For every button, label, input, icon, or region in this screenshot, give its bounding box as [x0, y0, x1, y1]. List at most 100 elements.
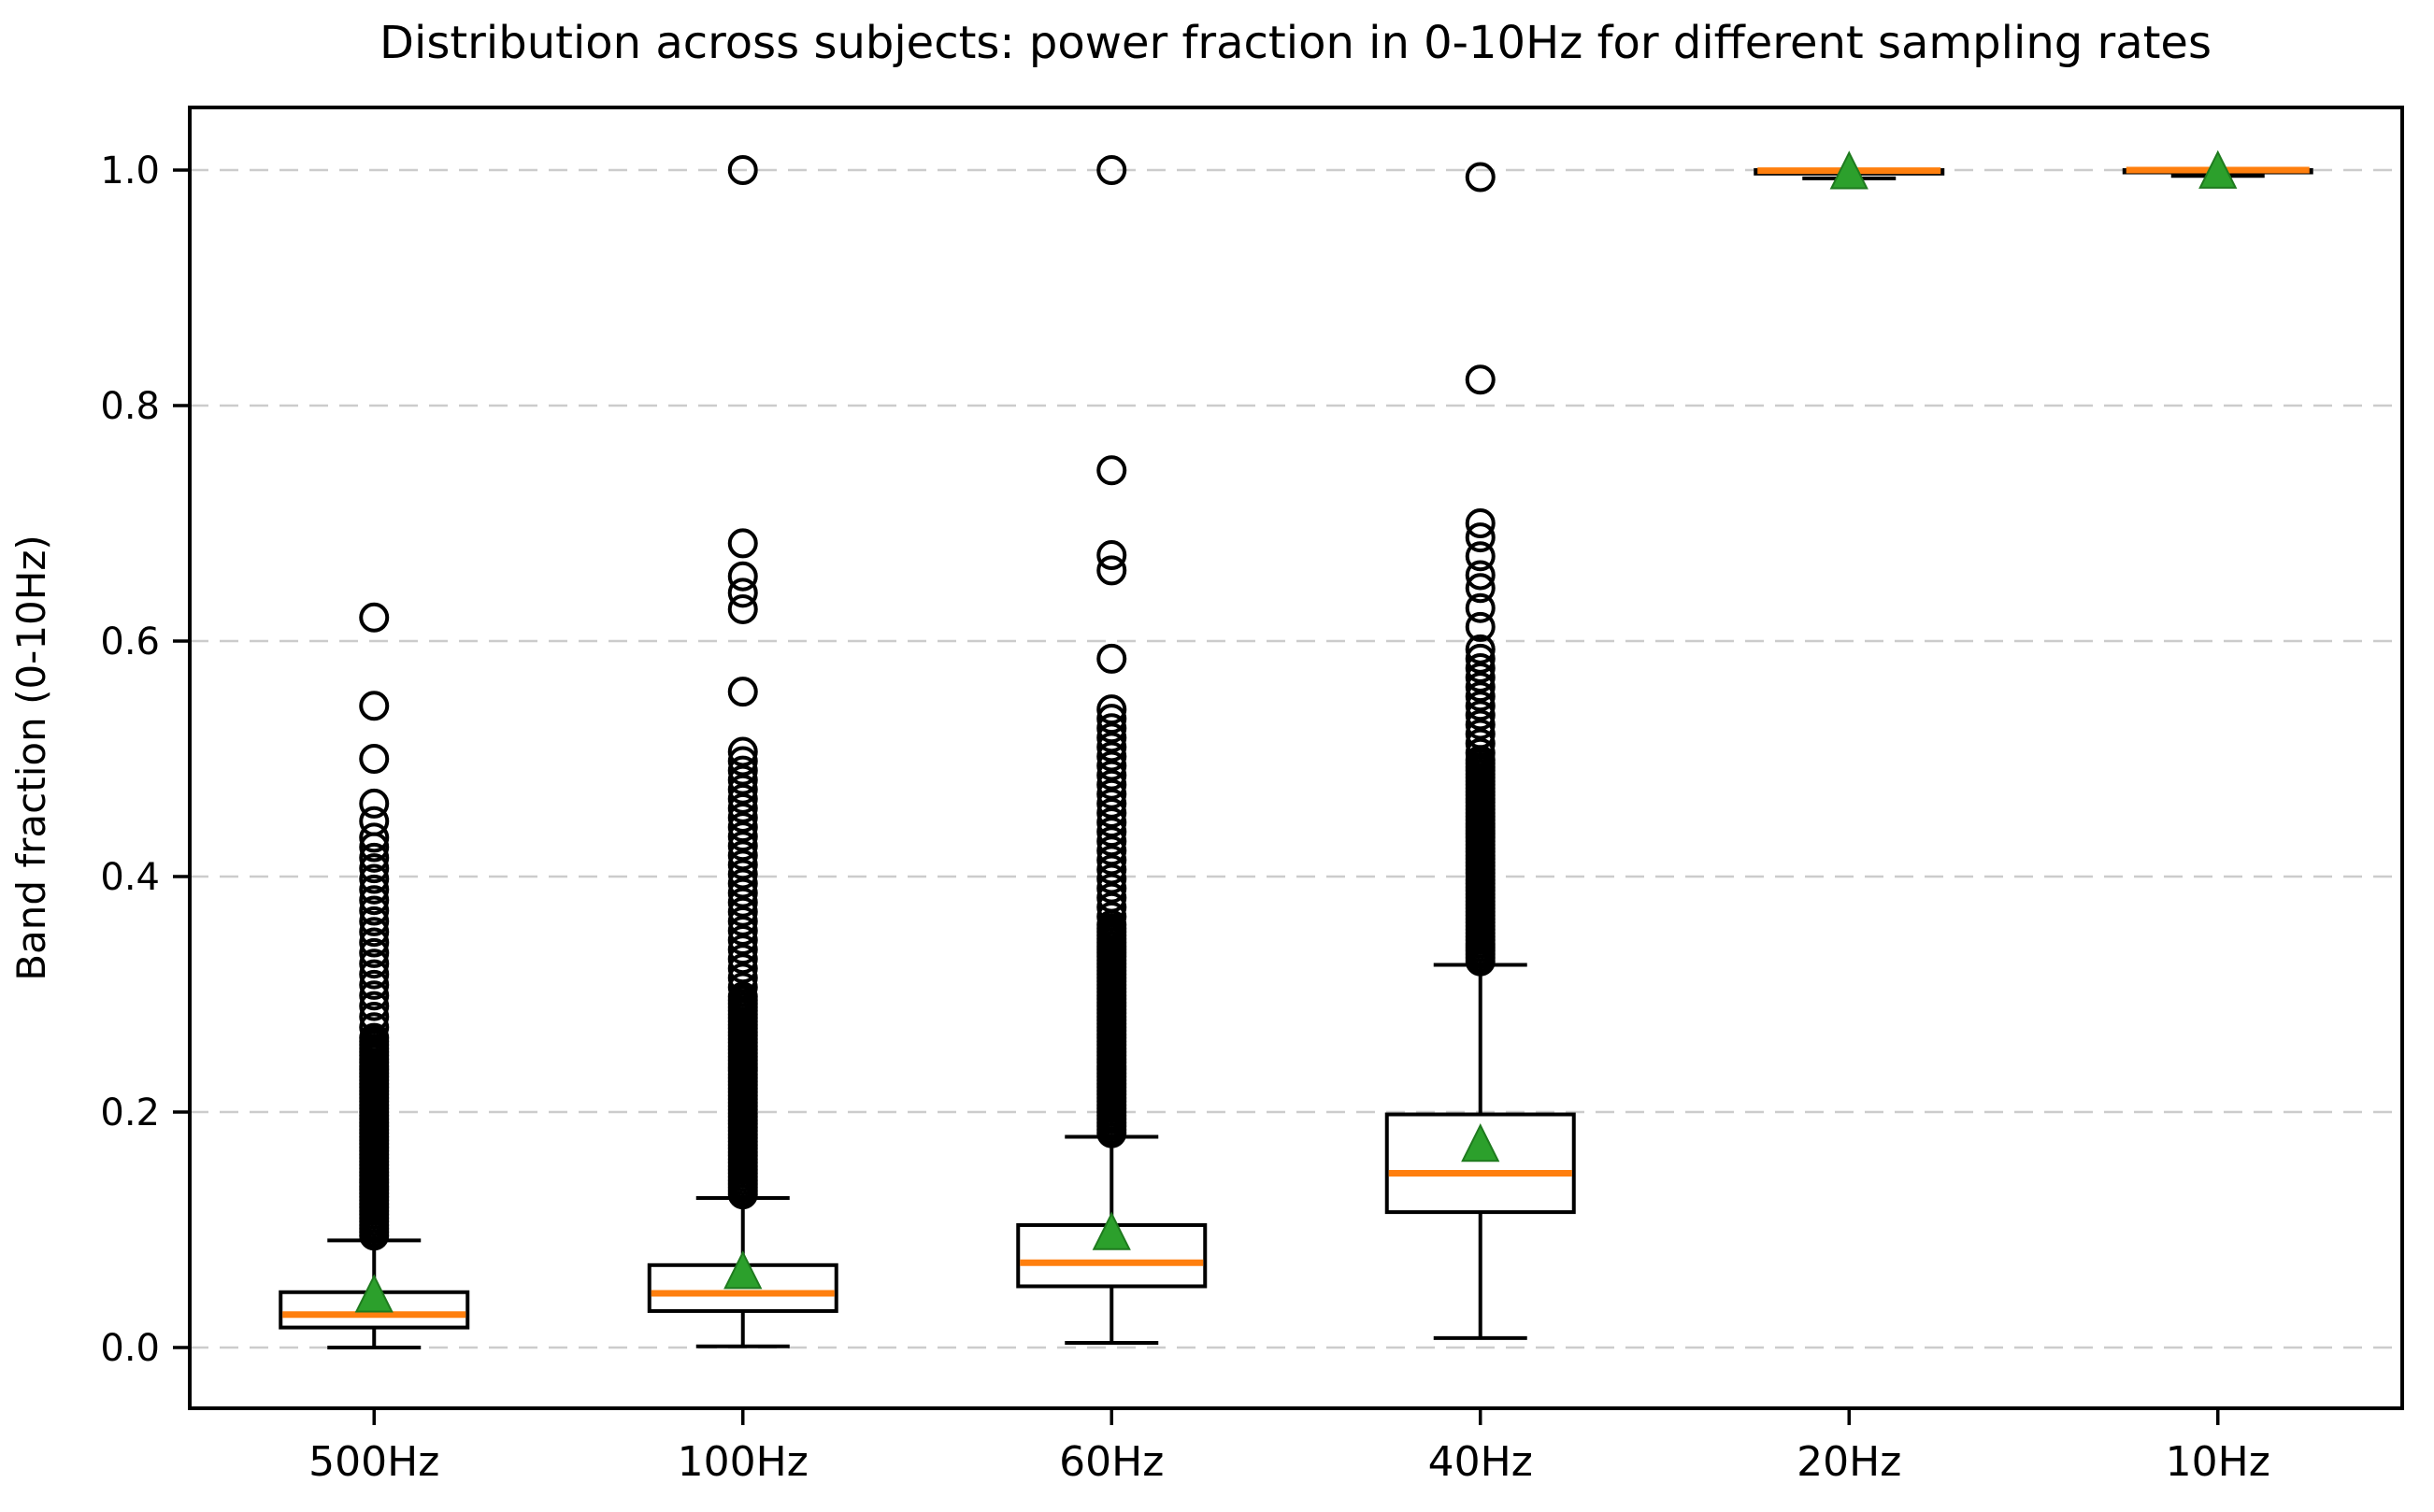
flier-point: [359, 980, 390, 1011]
flier-point: [1096, 835, 1127, 866]
flier-point: [359, 788, 390, 819]
flier-point: [1096, 778, 1127, 809]
flier-point: [1465, 541, 1496, 572]
flier-point: [727, 887, 758, 918]
flier-point: [727, 736, 758, 767]
flier-point: [1465, 700, 1496, 731]
flier-point: [1096, 769, 1127, 800]
flier-point: [359, 853, 390, 884]
flier-point: [727, 578, 758, 608]
flier-point: [727, 877, 758, 908]
flier-point: [1465, 364, 1496, 395]
flier-point: [1096, 643, 1127, 674]
flier-point: [1096, 704, 1127, 735]
flier-point: [727, 915, 758, 946]
flier-point: [727, 849, 758, 880]
flier-point: [359, 991, 390, 1021]
flier-point: [727, 981, 758, 1012]
flier-point: [727, 803, 758, 833]
flier-point: [727, 528, 758, 559]
flier-point: [1096, 797, 1127, 828]
flier-point: [1465, 737, 1496, 768]
flier-point: [1465, 592, 1496, 623]
ytick-label-0.2: 0.2: [100, 1091, 160, 1134]
flier-point: [359, 885, 390, 916]
flier-point: [727, 944, 758, 975]
ytick-label-0.4: 0.4: [100, 856, 160, 899]
mean-marker-10Hz: [2198, 150, 2238, 189]
flier-point: [1096, 455, 1127, 486]
flier-point: [727, 821, 758, 852]
flier-point: [359, 1012, 390, 1043]
flier-point: [1096, 732, 1127, 763]
flier-point: [727, 953, 758, 984]
ytick-label-0.6: 0.6: [100, 620, 160, 663]
flier-point: [727, 774, 758, 805]
flier-point: [1096, 555, 1127, 586]
boxes-layer: [279, 150, 2313, 1349]
flier-point: [359, 874, 390, 905]
flier-point: [359, 927, 390, 958]
flier-point: [1096, 155, 1127, 185]
flier-point: [359, 691, 390, 721]
flier-point: [727, 934, 758, 965]
flier-point: [359, 806, 390, 836]
xtick-label-10Hz: 10Hz: [2166, 1438, 2270, 1486]
xtick-label-60Hz: 60Hz: [1059, 1438, 1164, 1486]
flier-point: [727, 840, 758, 871]
flier-point: [1096, 845, 1127, 876]
flier-point: [359, 937, 390, 968]
flier-point: [359, 1001, 390, 1032]
box-group-40Hz: [1384, 162, 1576, 1340]
flier-point: [1096, 817, 1127, 848]
flier-point: [1096, 892, 1127, 922]
flier-point: [727, 925, 758, 956]
box-group-500Hz: [279, 602, 470, 1349]
flier-point: [1465, 709, 1496, 740]
flier-point: [727, 812, 758, 843]
flier-point: [1096, 901, 1127, 932]
mean-marker-100Hz: [723, 1250, 763, 1290]
flier-point: [1465, 573, 1496, 604]
flier-point: [727, 746, 758, 777]
flier-point: [1465, 611, 1496, 642]
mean-marker-20Hz: [1829, 150, 1868, 190]
flier-point: [727, 963, 758, 993]
flier-point: [1096, 826, 1127, 857]
flier-point: [727, 561, 758, 592]
flier-point: [1465, 560, 1496, 591]
flier-point: [727, 831, 758, 862]
flier-point: [359, 949, 390, 979]
flier-point: [359, 1022, 390, 1053]
mean-marker-60Hz: [1092, 1211, 1131, 1250]
flier-point: [1096, 882, 1127, 913]
plot-border: [188, 106, 2404, 1410]
mean-marker-40Hz: [1461, 1123, 1500, 1163]
flier-point: [1096, 873, 1127, 904]
flier-point: [727, 155, 758, 185]
flier-point: [1465, 634, 1496, 664]
flier-point: [1096, 540, 1127, 571]
flier-point: [1465, 663, 1496, 693]
flier-point: [727, 593, 758, 624]
flier-point: [727, 972, 758, 1003]
xtick-label-40Hz: 40Hz: [1428, 1438, 1533, 1486]
flier-point: [359, 602, 390, 633]
flier-point: [359, 917, 390, 948]
box-group-60Hz: [1016, 155, 1208, 1345]
flier-point: [1465, 681, 1496, 712]
flier-point: [1465, 652, 1496, 683]
flier-point: [1096, 788, 1127, 819]
box-group-20Hz: [1754, 150, 1945, 190]
flier-point: [1096, 760, 1127, 791]
chart-title: Distribution across subjects: power frac…: [379, 17, 2212, 69]
xtick-label-500Hz: 500Hz: [308, 1438, 439, 1486]
flier-point: [727, 896, 758, 927]
flier-point: [1465, 719, 1496, 749]
flier-point: [727, 792, 758, 823]
flier-point: [1096, 741, 1127, 772]
xtick-label-100Hz: 100Hz: [678, 1438, 809, 1486]
flier-point: [359, 842, 390, 873]
flier-point: [1096, 863, 1127, 894]
